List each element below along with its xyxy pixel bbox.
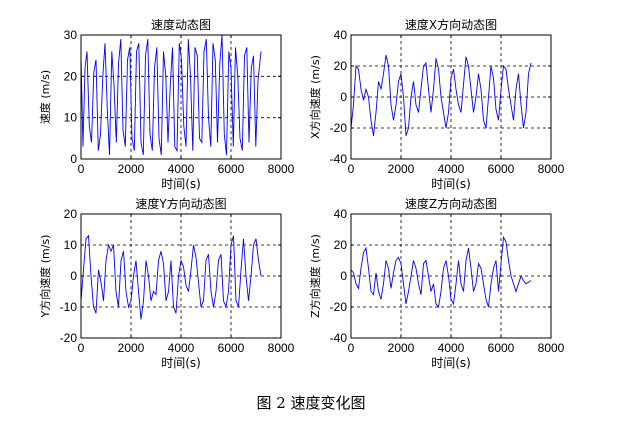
y-tick-label: -40 <box>330 152 348 166</box>
x-tick-label: 8000 <box>268 162 295 176</box>
x-tick-label: 6000 <box>488 341 515 355</box>
y-tick-label: 10 <box>64 111 78 125</box>
y-axis-label: X方向速度 (m/s) <box>308 55 322 139</box>
x-axis-label: 时间(s) <box>161 177 201 191</box>
y-tick-label: -20 <box>330 300 348 314</box>
y-tick-label: 0 <box>340 269 347 283</box>
x-tick-label: 8000 <box>538 341 565 355</box>
series-line <box>350 54 532 136</box>
y-axis-label: Y方向速度 (m/s) <box>38 235 52 319</box>
x-axis-label: 时间(s) <box>431 177 471 191</box>
y-tick-label: 20 <box>64 207 78 221</box>
y-tick-label: -10 <box>60 300 78 314</box>
x-tick-label: 0 <box>348 341 355 355</box>
x-tick-label: 2000 <box>388 341 415 355</box>
y-tick-label: 0 <box>70 269 77 283</box>
x-tick-label: 0 <box>78 162 85 176</box>
y-tick-label: 20 <box>334 59 348 73</box>
x-tick-label: 4000 <box>438 162 465 176</box>
x-tick-label: 8000 <box>268 341 295 355</box>
x-tick-label: 6000 <box>488 162 515 176</box>
series-line <box>80 34 262 155</box>
x-tick-label: 0 <box>348 162 355 176</box>
x-tick-label: 6000 <box>218 341 245 355</box>
x-tick-label: 2000 <box>118 341 145 355</box>
x-tick-label: 2000 <box>118 162 145 176</box>
series-line <box>80 234 262 320</box>
y-tick-label: 10 <box>64 238 78 252</box>
x-tick-label: 4000 <box>438 341 465 355</box>
subplot-title: 速度Z方向动态图 <box>405 196 497 211</box>
x-tick-label: 0 <box>78 341 85 355</box>
y-tick-label: 40 <box>334 28 348 42</box>
y-tick-label: -20 <box>60 331 78 345</box>
series-line <box>350 235 532 309</box>
x-tick-label: 4000 <box>168 162 195 176</box>
x-tick-label: 4000 <box>168 341 195 355</box>
x-tick-label: 6000 <box>218 162 245 176</box>
y-tick-label: 20 <box>64 69 78 83</box>
subplot-title: 速度动态图 <box>151 17 211 32</box>
y-tick-label: 0 <box>70 152 77 166</box>
x-axis-label: 时间(s) <box>431 356 471 370</box>
y-tick-label: -40 <box>330 331 348 345</box>
figure-caption: 图 2 速度变化图 <box>256 394 366 412</box>
y-axis-label: 速度 (m/s) <box>38 70 52 124</box>
x-tick-label: 2000 <box>388 162 415 176</box>
y-tick-label: 0 <box>340 90 347 104</box>
y-tick-label: -20 <box>330 121 348 135</box>
subplot-4: 0 2000 4000 6000 8000 -40 -20 0 20 40 速度Z方向动态图时间(s… <box>308 196 565 370</box>
subplot-title: 速度X方向动态图 <box>405 17 497 32</box>
y-tick-label: 40 <box>334 207 348 221</box>
y-tick-label: 30 <box>64 28 78 42</box>
subplot-title: 速度Y方向动态图 <box>135 196 226 211</box>
subplot-3: 0 2000 4000 6000 8000 -20 -10 0 10 20 速度Y方向动态图时间(s… <box>38 196 295 370</box>
x-tick-label: 8000 <box>538 162 565 176</box>
y-axis-label: Z方向速度 (m/s) <box>308 234 322 318</box>
y-tick-label: 20 <box>334 238 348 252</box>
subplot-2: 0 2000 4000 6000 8000 -40 -20 0 20 40 速度X方向动态图时间(s… <box>308 17 565 191</box>
x-axis-label: 时间(s) <box>161 356 201 370</box>
